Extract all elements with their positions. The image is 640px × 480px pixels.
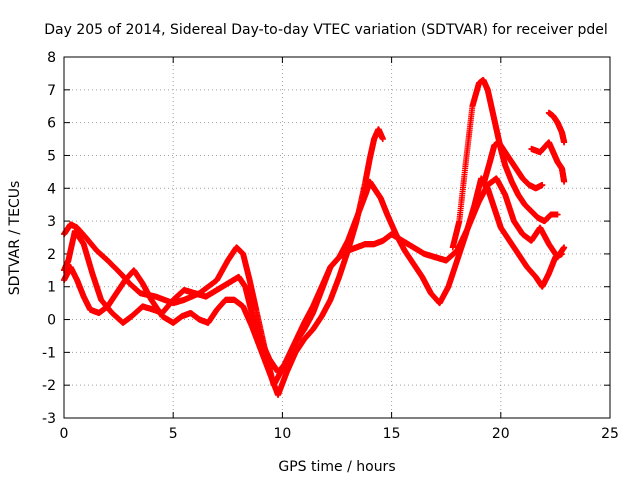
y-tick-label: 6 (47, 116, 56, 132)
x-tick-label: 15 (383, 426, 401, 442)
x-tick-label: 10 (273, 426, 291, 442)
x-tick-label: 5 (169, 426, 178, 442)
y-tick-label: -1 (42, 345, 56, 361)
chart-title: Day 205 of 2014, Sidereal Day-to-day VTE… (44, 22, 608, 38)
y-tick-label: 8 (47, 50, 56, 66)
axis-ticks: 0 5 10 15 20 25 -3 -2 -1 0 1 2 3 4 5 6 7 8 (42, 50, 619, 442)
y-tick-label: 3 (47, 214, 56, 230)
y-tick-label: 4 (47, 181, 56, 197)
y-tick-label: 2 (47, 247, 56, 263)
y-tick-label: 5 (47, 148, 56, 164)
data-point (561, 244, 568, 251)
y-tick-label: -2 (42, 378, 56, 394)
y-tick-label: 7 (47, 83, 56, 99)
x-tick-label: 0 (60, 426, 69, 442)
y-tick-label: 0 (47, 313, 56, 329)
x-tick-label: 25 (601, 426, 619, 442)
x-tick-label: 20 (492, 426, 510, 442)
y-tick-label: 1 (47, 280, 56, 296)
y-tick-label: -3 (42, 411, 56, 427)
data-points (61, 76, 568, 399)
